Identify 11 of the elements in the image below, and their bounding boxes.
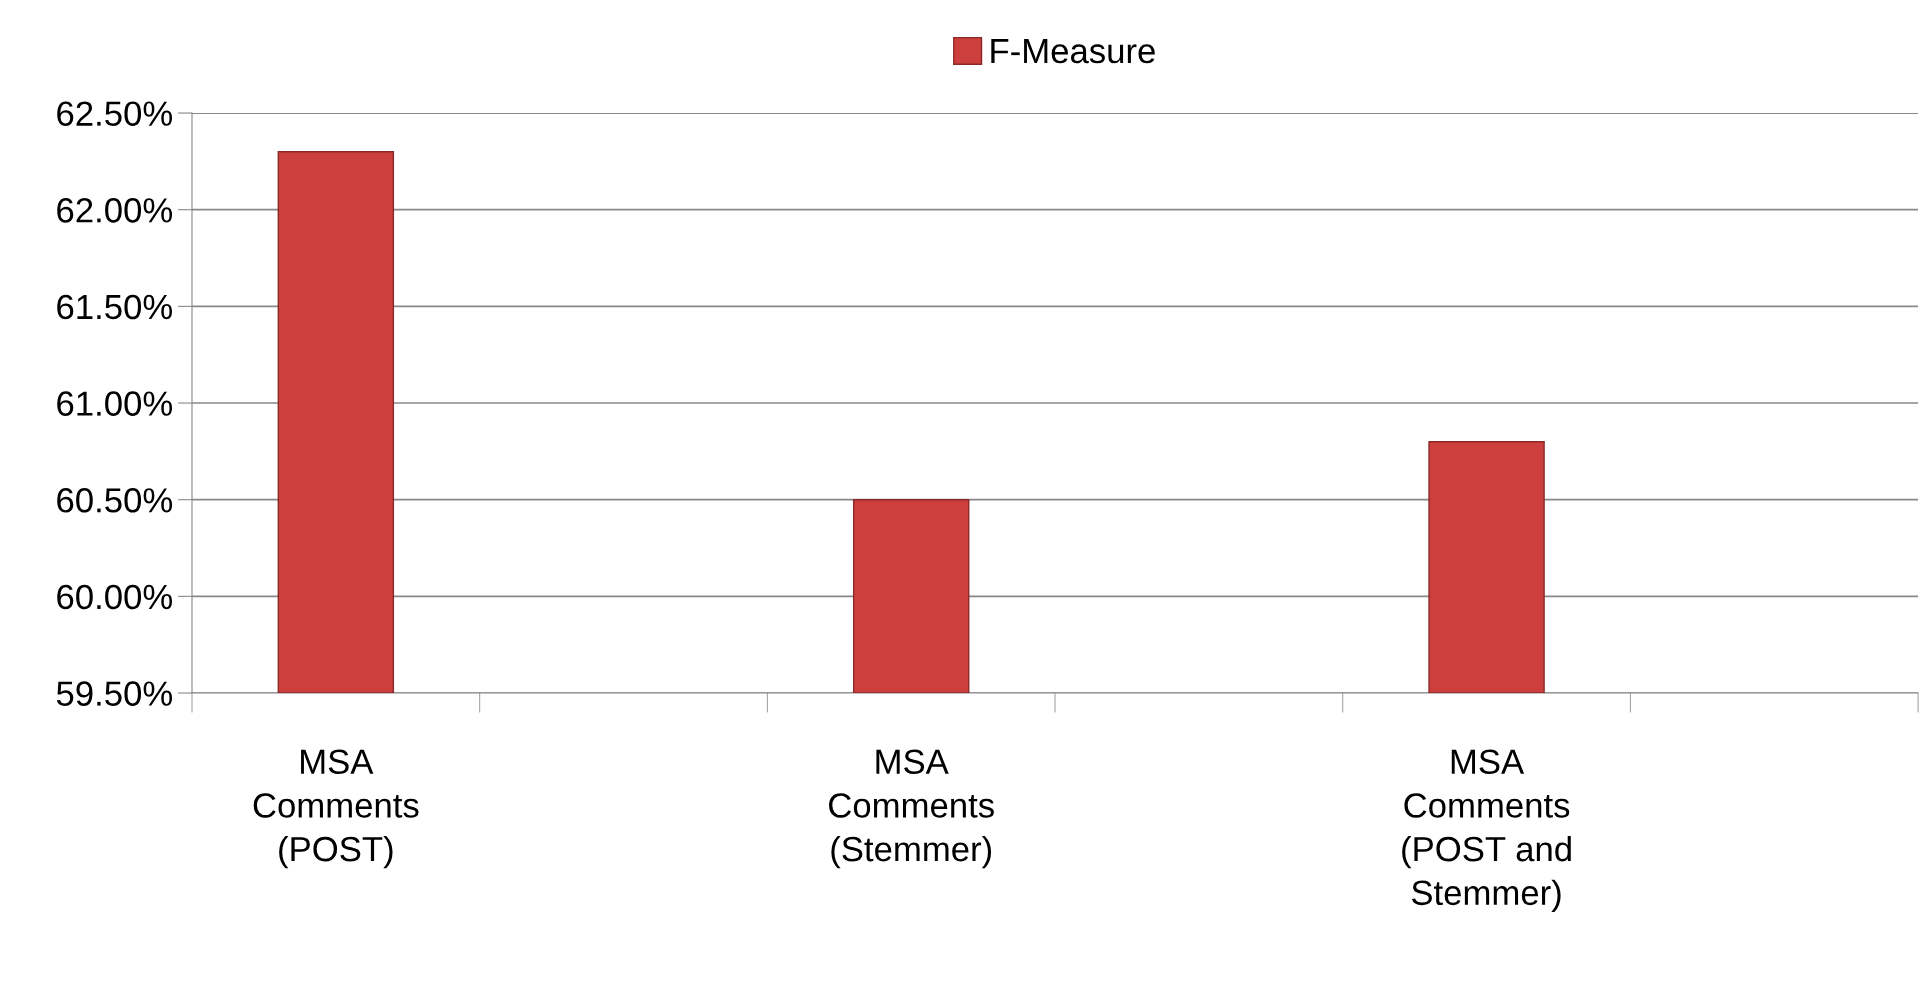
y-tick-label: 61.50% bbox=[57, 294, 173, 320]
y-tick-label: 60.00% bbox=[57, 584, 173, 610]
x-tick-label: MSA Comments (Stemmer) bbox=[829, 749, 994, 869]
y-tick-label: 59.50% bbox=[56, 681, 173, 706]
y-tick-label: 62.00% bbox=[57, 198, 173, 223]
y-tick-label: 62.50% bbox=[57, 101, 173, 126]
y-tick-label: 60.50% bbox=[57, 488, 173, 513]
legend-label: F-Measure bbox=[991, 39, 1155, 64]
x-tick-label: MSA Comments (POST and Stemmer) bbox=[1402, 749, 1571, 912]
y-tick-label: 61.00% bbox=[57, 391, 173, 416]
x-tick-label: MSA Comments (POST) bbox=[253, 749, 419, 869]
